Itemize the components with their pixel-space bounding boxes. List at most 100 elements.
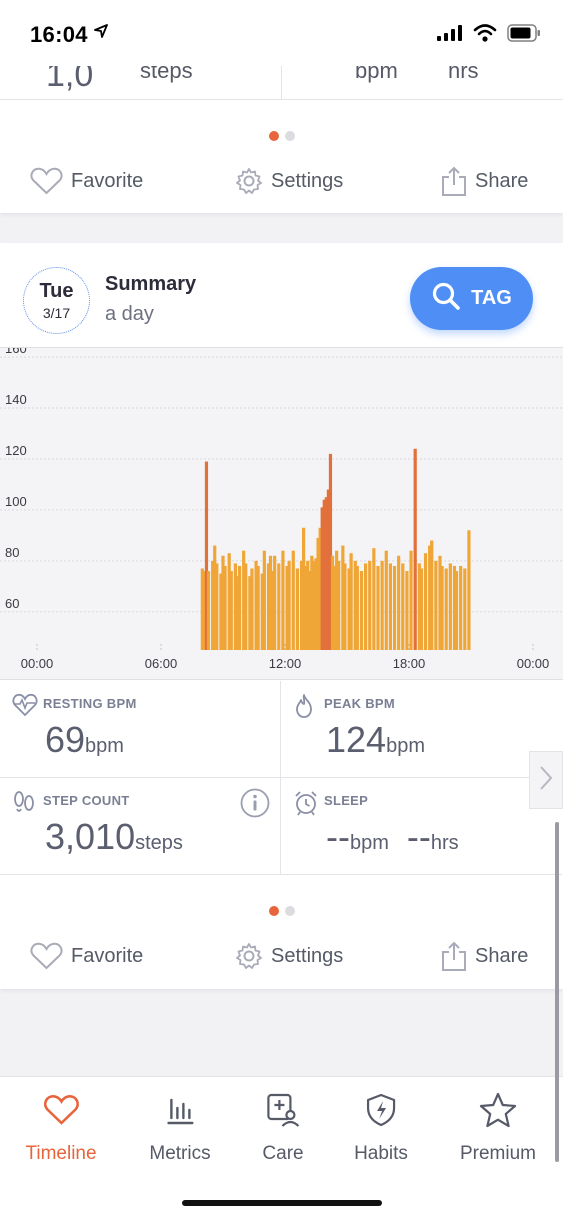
summary-subtitle: a day [105,303,154,325]
chart-bar [318,527,322,650]
peak-bpm-label: PEAK BPM [324,696,396,711]
chart-bar [304,565,308,650]
chart-bar [262,550,266,650]
chart-bar [423,553,428,650]
settings-button[interactable]: Settings [235,931,343,981]
summary-action-row: Favorite Settings Share [0,931,563,981]
chart-bar [291,550,295,650]
share-icon [441,166,467,196]
y-tick-label: 80 [5,545,19,560]
share-label: Share [475,169,529,192]
chart-bar [204,461,209,650]
chart-bar [372,548,376,650]
chart-bar [409,550,413,650]
tab-label: Premium [459,1143,537,1164]
chart-bar [330,555,335,650]
y-tick-label: 120 [5,443,27,458]
chart-bar [260,573,264,650]
heart-rate-chart[interactable]: 60 80 100 120 140 160 00:00 06:00 12:00 18:00 00:0… [0,347,563,680]
chevron-right-icon [539,765,553,796]
shield-bolt-icon [354,1091,408,1129]
share-icon [441,941,467,971]
chart-bar [266,563,271,650]
favorite-label: Favorite [71,169,144,192]
tab-metrics[interactable]: Metrics [149,1091,211,1165]
chart-bar [454,571,459,650]
date-day: Tue [39,280,74,302]
chart-bar [223,565,227,650]
y-tick-label: 160 [5,348,27,356]
step-count-value: 3,010steps [45,816,183,857]
settings-button[interactable]: Settings [235,156,343,206]
tab-care[interactable]: Care [262,1091,304,1165]
page-dot-active [268,131,279,141]
page-dots [0,131,563,141]
y-tick-label: 60 [5,596,19,611]
chart-bar [459,565,463,650]
favorite-button[interactable]: Favorite [30,156,143,206]
gear-icon [235,167,263,195]
location-arrow-icon [94,24,108,43]
chart-bar [343,563,347,650]
chart-bar [233,563,237,650]
chart-bar [397,555,401,650]
chart-bar [444,568,448,650]
medical-care-icon [262,1091,303,1129]
step-count-tile[interactable]: STEP COUNT 3,010steps [0,778,281,875]
tab-timeline[interactable]: Timeline [25,1091,97,1165]
search-icon [431,281,461,317]
chart-bar [200,568,204,650]
chart-bar [299,560,304,650]
next-page-button[interactable] [529,751,563,809]
page-dot [284,906,295,916]
chart-bar [295,568,299,650]
chart-bar [314,558,318,650]
previous-action-row: Favorite Settings Share [0,156,563,206]
chart-bar [271,571,275,650]
settings-label: Settings [271,944,344,967]
favorite-button[interactable]: Favorite [30,931,143,981]
chart-bar [206,571,211,650]
chart-bar [419,568,423,650]
chart-bar [380,560,384,650]
chart-bar [306,560,310,650]
chart-bar [219,573,223,650]
settings-label: Settings [271,169,344,192]
date-month-day: 3/17 [42,305,71,321]
chart-bar [320,507,324,650]
tab-bar: Timeline Metrics Care Habits Premium [0,1076,563,1218]
chart-bar [355,565,359,650]
home-indicator[interactable] [182,1200,382,1206]
chart-bar [428,545,432,650]
chart-bar [349,553,353,650]
info-icon[interactable] [240,788,270,823]
scroll-indicator[interactable] [555,822,559,1162]
tab-label: Metrics [149,1143,211,1164]
chart-bar [333,565,337,650]
chart-bar [434,560,438,650]
chart-bar [401,563,405,650]
share-button[interactable]: Share [441,156,528,206]
peak-bpm-tile[interactable]: PEAK BPM 124bpm [281,681,562,778]
tab-premium[interactable]: Premium [460,1091,536,1165]
tab-habits[interactable]: Habits [354,1091,408,1165]
x-tick-label: 00:00 [517,656,550,671]
sleep-tile[interactable]: SLEEP --bpm --hrs [281,778,562,875]
chart-bar [213,545,217,650]
chart-bar [211,560,215,650]
chart-bar [287,560,291,650]
metrics-grid: RESTING BPM 69bpm PEAK BPM 124bpm STEP C… [0,681,563,875]
chart-bar [448,563,452,650]
chart-bar [281,550,285,650]
resting-bpm-tile[interactable]: RESTING BPM 69bpm [0,681,281,778]
chart-bar [324,497,328,650]
chart-bar [256,565,260,650]
tab-label: Habits [354,1143,408,1164]
chart-bar [359,571,364,650]
date-badge[interactable]: Tue 3/17 [23,267,90,334]
tag-button[interactable]: TAG [410,267,533,330]
share-button[interactable]: Share [441,931,528,981]
chart-bar [248,576,252,650]
status-time: 16:04 [30,22,88,47]
chart-bar [302,527,306,650]
